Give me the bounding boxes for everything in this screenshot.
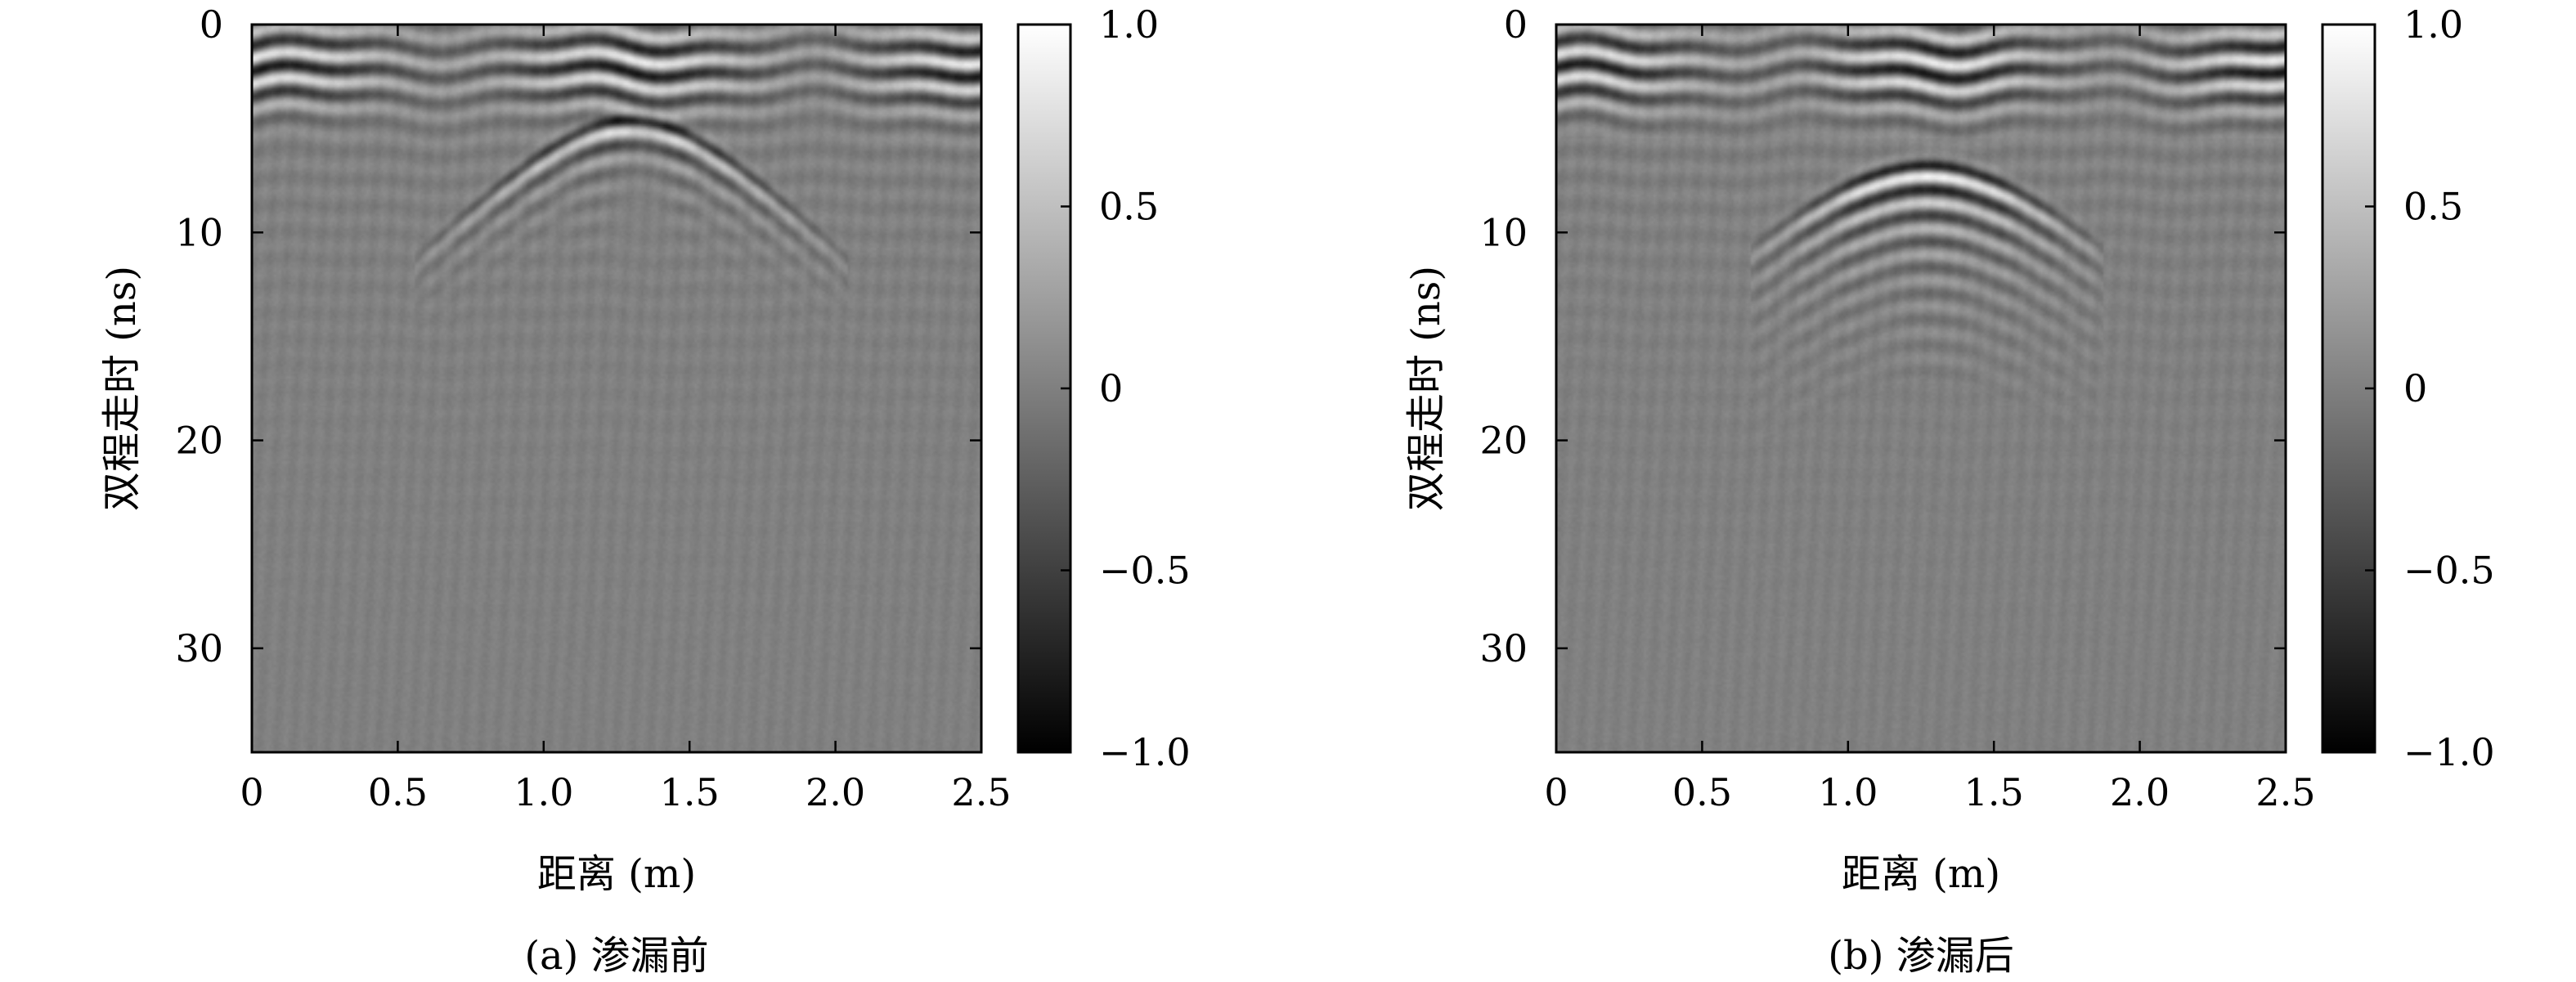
x-tick-label: 1.0 [514, 770, 573, 814]
panel-b-y-axis-label: 双程走时 (ns) [1403, 266, 1449, 511]
x-tick-label: 1.5 [660, 770, 720, 814]
panel-a-colorbar-ticks: 1.0 0.5 0 −0.5 −1.0 [1061, 2, 1191, 774]
panel-a-caption: (a) 渗漏前 [524, 933, 708, 979]
colorbar-tick-label: −1.0 [2403, 730, 2495, 774]
panel-a: 0 0.5 1.0 1.5 2.0 2.5 0 10 20 30 距离 (m) 双程走时 (ns… [99, 2, 1191, 979]
panel-b-x-axis-label: 距离 (m) [1842, 851, 2000, 897]
panel-b-caption: (b) 渗漏后 [1828, 933, 2013, 979]
panel-b: 0 0.5 1.0 1.5 2.0 2.5 0 10 20 30 距离 (m) 双程走时 (ns… [1403, 2, 2495, 979]
y-tick-label: 20 [1479, 419, 1528, 463]
y-tick-label: 20 [175, 419, 223, 463]
colorbar-tick-label: −0.5 [2403, 549, 2495, 593]
colorbar-tick-label: 0 [1099, 366, 1123, 410]
y-tick-label: 10 [175, 210, 223, 254]
x-tick-label: 1.5 [1964, 770, 2024, 814]
panel-b-heatmap-image [1556, 25, 2286, 752]
panel-b-y-ticks: 0 10 20 30 [1479, 2, 2286, 670]
panel-a-plot-frame [250, 23, 983, 754]
y-tick-label: 0 [1504, 2, 1528, 47]
colorbar-tick-label: 0 [2403, 366, 2427, 410]
panel-a-y-axis-label: 双程走时 (ns) [99, 266, 145, 511]
panel-b-heatmap [1556, 25, 2286, 752]
colorbar-tick-label: 0.5 [1099, 185, 1159, 229]
colorbar-tick-label: 0.5 [2403, 185, 2463, 229]
x-tick-label: 0.5 [1672, 770, 1732, 814]
x-tick-label: 2.5 [951, 770, 1011, 814]
x-tick-label: 0 [1544, 770, 1568, 814]
y-tick-label: 30 [1479, 626, 1528, 670]
x-tick-label: 0.5 [368, 770, 428, 814]
panel-b-x-ticks: 0 0.5 1.0 1.5 2.0 2.5 [1544, 25, 2316, 814]
panel-a-x-ticks: 0 0.5 1.0 1.5 2.0 2.5 [240, 25, 1012, 814]
colorbar-tick-label: −1.0 [1099, 730, 1191, 774]
colorbar-tick-label: 1.0 [2403, 2, 2463, 47]
panel-b-plot-frame [1555, 23, 2287, 754]
colorbar-tick-label: 1.0 [1099, 2, 1159, 47]
y-tick-label: 0 [200, 2, 223, 47]
y-tick-label: 10 [1479, 210, 1528, 254]
panel-b-colorbar-ticks: 1.0 0.5 0 −0.5 −1.0 [2365, 2, 2495, 774]
panel-a-y-ticks: 0 10 20 30 [175, 2, 981, 670]
panel-a-heatmap [252, 25, 981, 752]
y-tick-label: 30 [175, 626, 223, 670]
panel-a-heatmap-image [252, 25, 981, 752]
x-tick-label: 2.0 [2110, 770, 2170, 814]
colorbar-tick-label: −0.5 [1099, 549, 1191, 593]
x-tick-label: 1.0 [1818, 770, 1878, 814]
panel-a-x-axis-label: 距离 (m) [537, 851, 696, 897]
x-tick-label: 0 [240, 770, 263, 814]
x-tick-label: 2.5 [2255, 770, 2315, 814]
x-tick-label: 2.0 [806, 770, 865, 814]
